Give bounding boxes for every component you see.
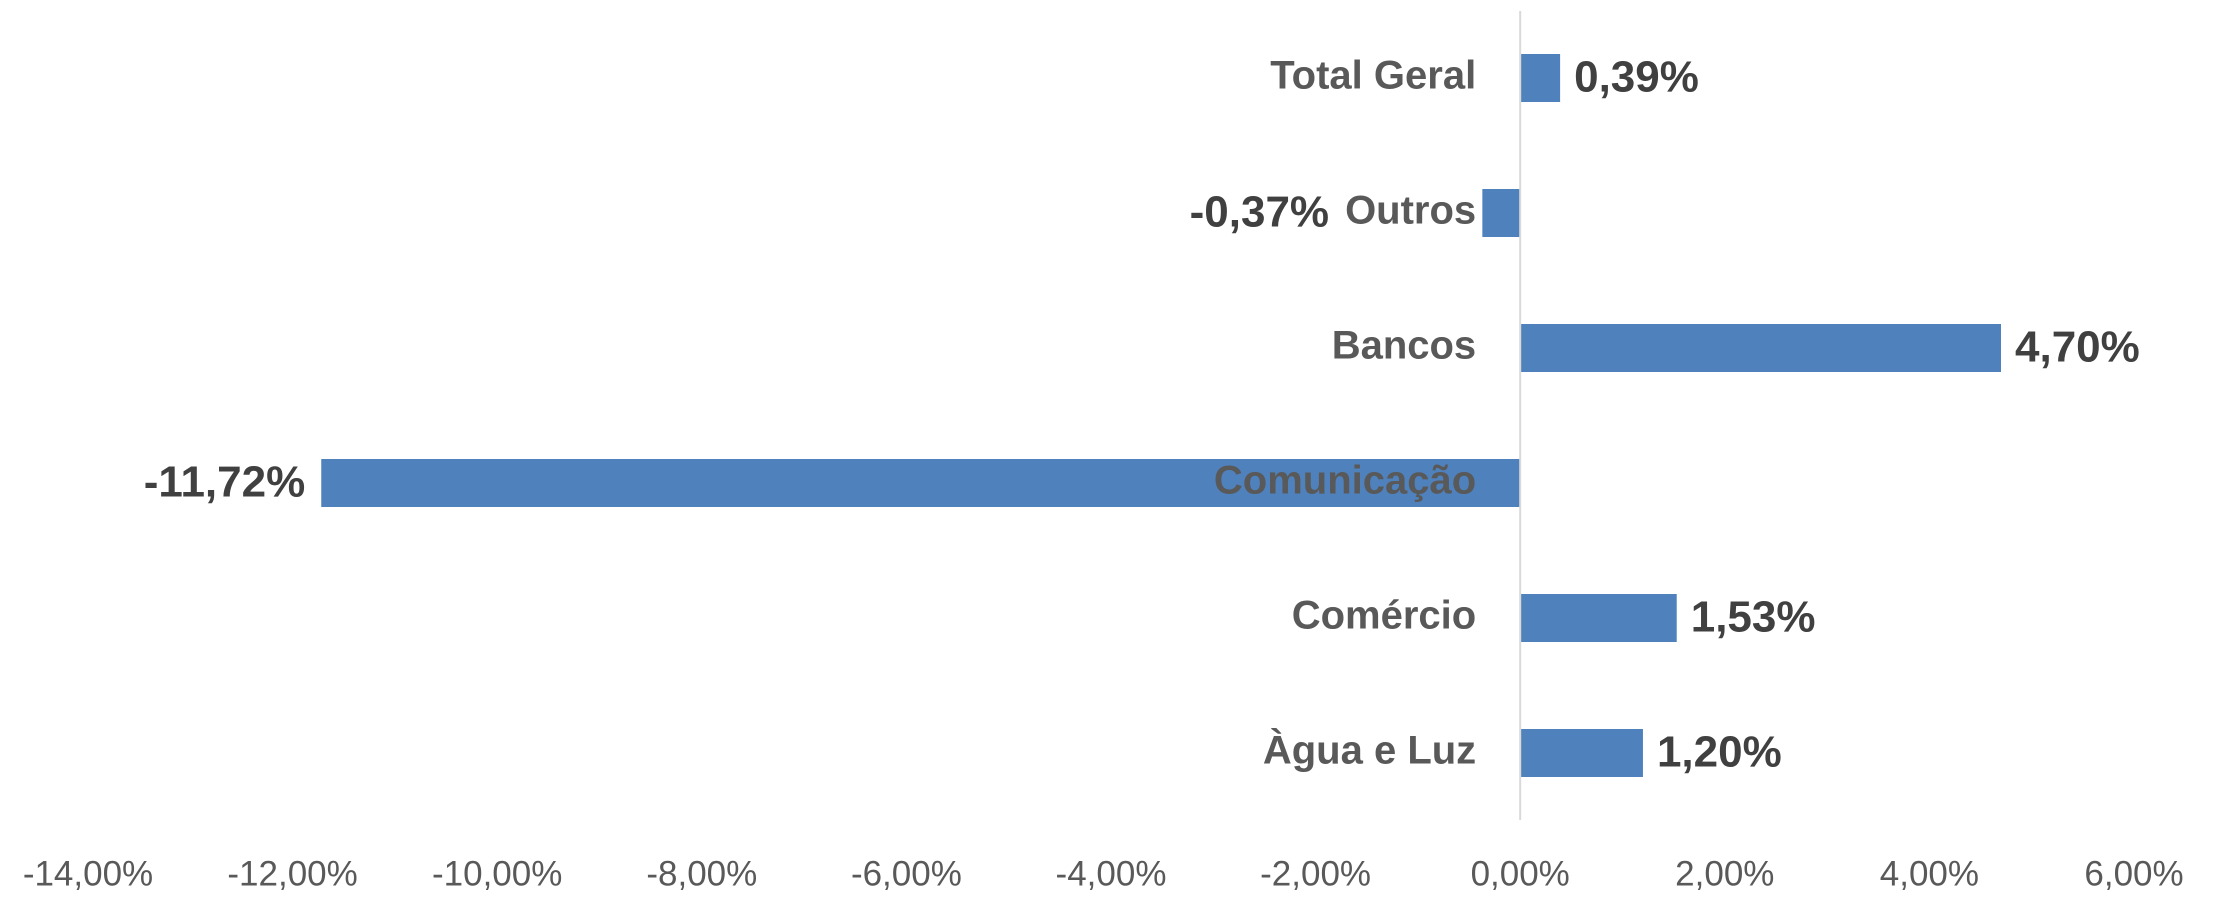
- x-tick-label: -8,00%: [646, 854, 757, 893]
- value-label: -0,37%: [1190, 188, 1329, 237]
- category-label: Bancos: [1332, 324, 1477, 368]
- category-label: Comércio: [1292, 594, 1477, 638]
- value-label: -11,72%: [144, 458, 305, 507]
- bar: [1482, 189, 1521, 237]
- category-label: Total Geral: [1270, 54, 1476, 98]
- x-tick-label: 6,00%: [2084, 854, 2183, 893]
- category-label: Àgua e Luz: [1263, 728, 1476, 773]
- x-tick-label: -2,00%: [1260, 854, 1371, 893]
- category-label: Comunicação: [1214, 459, 1476, 503]
- value-label: 4,70%: [2015, 323, 2140, 372]
- x-tick-label: 0,00%: [1471, 854, 1570, 893]
- x-tick-label: -4,00%: [1056, 854, 1167, 893]
- x-tick-label: 4,00%: [1880, 854, 1979, 893]
- bar: [1520, 594, 1677, 642]
- x-tick-label: 2,00%: [1675, 854, 1774, 893]
- x-tick-label: -10,00%: [432, 854, 562, 893]
- category-label: Outros: [1345, 189, 1476, 233]
- bar: [1520, 54, 1561, 102]
- x-tick-label: -14,00%: [23, 854, 153, 893]
- bar: [321, 459, 1521, 507]
- bar: [1520, 324, 2002, 372]
- value-label: 0,39%: [1574, 53, 1699, 102]
- bar: [1520, 729, 1643, 777]
- value-label: 1,20%: [1657, 728, 1782, 777]
- x-tick-label: -12,00%: [227, 854, 357, 893]
- value-label: 1,53%: [1691, 593, 1816, 642]
- x-tick-label: -6,00%: [851, 854, 962, 893]
